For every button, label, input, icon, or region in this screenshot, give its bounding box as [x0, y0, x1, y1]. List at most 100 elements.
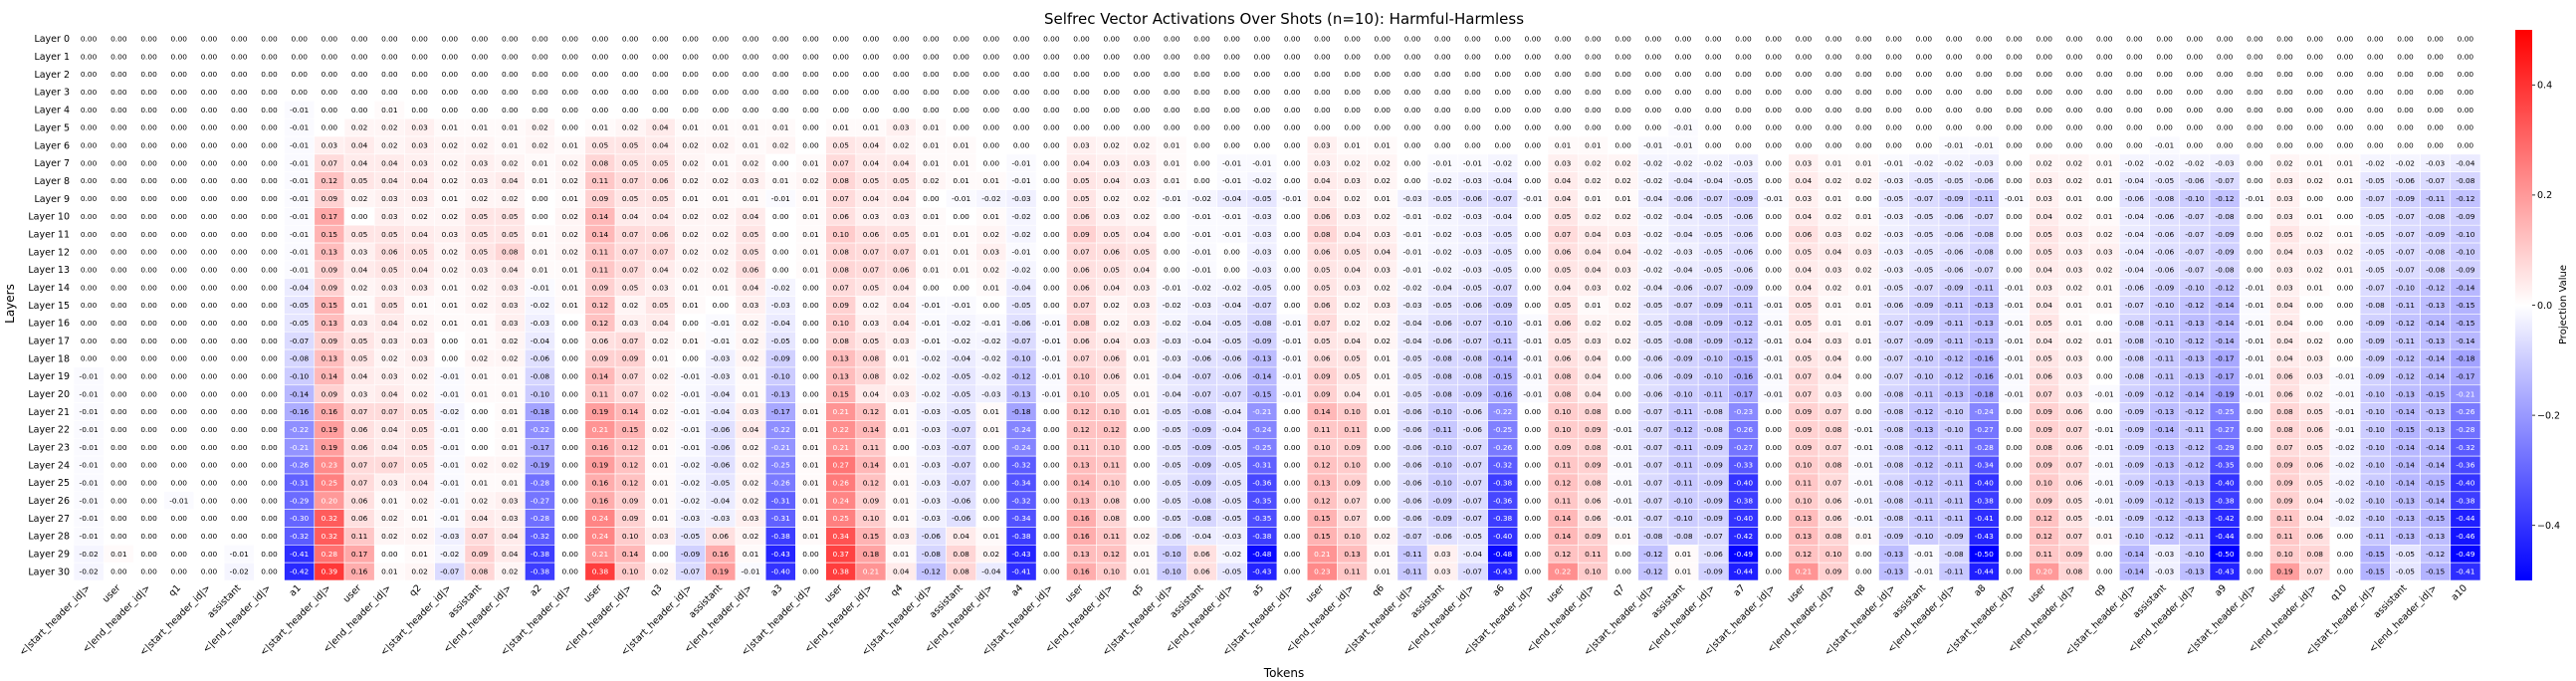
cell-value-label: 0.00 [2247, 141, 2263, 150]
cell-value-label: 0.03 [1134, 158, 1151, 167]
cell-value-label: 0.00 [231, 478, 248, 487]
cell-value-label: -0.09 [1914, 301, 1933, 310]
cell-value-label: 0.00 [652, 70, 669, 79]
cell-value-label: -0.01 [2246, 301, 2264, 310]
cell-value-label: 0.00 [1013, 88, 1030, 97]
cell-value-label: -0.02 [922, 354, 941, 363]
cell-value-label: 0.04 [1375, 248, 1392, 257]
cell-value-label: 0.01 [923, 123, 940, 132]
cell-value-label: -0.05 [1493, 230, 1512, 239]
cell-value-label: 0.00 [322, 123, 338, 132]
cell-value-label: 0.01 [502, 123, 519, 132]
cell-value-label: 0.03 [1796, 194, 1813, 203]
cell-value-label: 0.00 [1765, 176, 1782, 185]
cell-value-label: 0.19 [592, 407, 609, 416]
cell-value-label: -0.02 [2366, 158, 2385, 167]
cell-value-label: -0.28 [2456, 425, 2474, 434]
cell-value-label: 0.00 [1134, 70, 1151, 79]
cell-value-label: -0.01 [1012, 158, 1031, 167]
cell-value-label: 0.00 [231, 371, 248, 380]
cell-value-label: -0.10 [2366, 478, 2385, 487]
cell-value-label: 0.10 [1104, 478, 1121, 487]
cell-value-label: 0.00 [2006, 568, 2023, 576]
cell-value-label: -0.12 [1914, 407, 1933, 416]
cell-value-label: 0.00 [1765, 496, 1782, 505]
cell-value-label: 0.02 [1614, 283, 1630, 292]
cell-value-label: 0.00 [201, 319, 218, 328]
cell-value-label: 0.00 [1464, 106, 1481, 114]
cell-value-label: 0.00 [983, 461, 1000, 470]
cell-value-label: -0.06 [1463, 425, 1482, 434]
cell-value-label: 0.00 [2427, 88, 2444, 97]
cell-value-label: -0.38 [1012, 532, 1031, 541]
cell-value-label: -0.04 [1673, 176, 1692, 185]
cell-value-label: -0.13 [2185, 354, 2204, 363]
y-tick-label: Layer 7 [34, 158, 70, 169]
cell-value-label: 0.01 [1134, 371, 1151, 380]
cell-value-label: 0.00 [2427, 35, 2444, 44]
cell-value-label: 0.00 [201, 248, 218, 257]
cell-value-label: -0.12 [2426, 550, 2445, 559]
cell-value-label: 0.05 [652, 158, 669, 167]
cell-value-label: 0.00 [2096, 123, 2113, 132]
cell-value-label: 0.12 [622, 478, 638, 487]
cell-value-label: 0.00 [1284, 514, 1301, 523]
cell-value-label: 0.00 [171, 52, 188, 61]
cell-value-label: 0.03 [2096, 248, 2113, 257]
cell-value-label: 0.00 [81, 141, 98, 150]
cell-value-label: 0.00 [2037, 141, 2053, 150]
cell-value-label: -0.09 [2125, 389, 2144, 398]
cell-value-label: -0.01 [440, 478, 459, 487]
cell-value-label: -0.01 [440, 443, 459, 452]
cell-value-label: 0.00 [110, 194, 127, 203]
y-tick-label: Layer 21 [28, 407, 70, 418]
cell-value-label: 0.00 [201, 337, 218, 345]
cell-value-label: 0.00 [1464, 52, 1481, 61]
cell-value-label: 0.00 [1104, 123, 1121, 132]
cell-value-label: -0.04 [1402, 337, 1421, 345]
cell-value-label: 0.02 [2096, 230, 2112, 239]
cell-value-label: 0.00 [201, 212, 218, 221]
cell-value-label: -0.10 [2366, 407, 2385, 416]
cell-value-label: 0.00 [110, 158, 127, 167]
cell-value-label: 0.00 [2337, 141, 2354, 150]
cell-value-label: 0.00 [1855, 52, 1872, 61]
cell-value-label: -0.07 [2185, 248, 2204, 257]
cell-value-label: -0.09 [1673, 371, 1692, 380]
cell-value-label: -0.09 [2366, 337, 2385, 345]
cell-value-label: -0.07 [1463, 461, 1482, 470]
y-tick-label: Layer 18 [28, 353, 70, 364]
cell-value-label: 0.03 [1134, 301, 1151, 310]
cell-value-label: -0.10 [2396, 283, 2415, 292]
cell-value-label: 0.05 [411, 425, 428, 434]
cell-value-label: 0.00 [2247, 106, 2263, 114]
cell-value-label: 0.00 [713, 70, 730, 79]
cell-value-label: 0.12 [1104, 550, 1120, 559]
cell-value-label: -0.08 [290, 354, 309, 363]
cell-value-label: 0.02 [743, 354, 758, 363]
cell-value-label: -0.07 [1643, 478, 1662, 487]
cell-value-label: 0.01 [110, 550, 127, 559]
cell-value-label: -0.09 [1704, 301, 1723, 310]
cell-value-label: 0.03 [411, 354, 428, 363]
cell-value-label: 0.11 [1344, 568, 1361, 576]
cell-value-label: -0.01 [2095, 514, 2114, 523]
cell-value-label: -0.09 [2125, 443, 2144, 452]
cell-value-label: -0.07 [1493, 194, 1512, 203]
cell-value-label: 0.05 [1344, 248, 1361, 257]
cell-value-label: 0.00 [2307, 194, 2324, 203]
cell-value-label: 0.00 [1284, 230, 1301, 239]
cell-value-label: 0.04 [351, 265, 368, 274]
cell-value-label: -0.13 [1975, 301, 1994, 310]
cell-value-label: 0.12 [1314, 461, 1330, 470]
cell-value-label: 0.10 [1555, 425, 1572, 434]
cell-value-label: 0.03 [1134, 176, 1151, 185]
cell-value-label: -0.08 [1704, 407, 1723, 416]
cell-value-label: 0.00 [171, 425, 188, 434]
cell-value-label: -0.27 [531, 496, 549, 505]
cell-value-label: 0.10 [1104, 568, 1121, 576]
cell-value-label: 0.00 [1976, 52, 1993, 61]
cell-value-label: 0.00 [261, 52, 278, 61]
cell-value-label: -0.33 [1734, 461, 1753, 470]
cell-value-label: -0.03 [1884, 212, 1903, 221]
